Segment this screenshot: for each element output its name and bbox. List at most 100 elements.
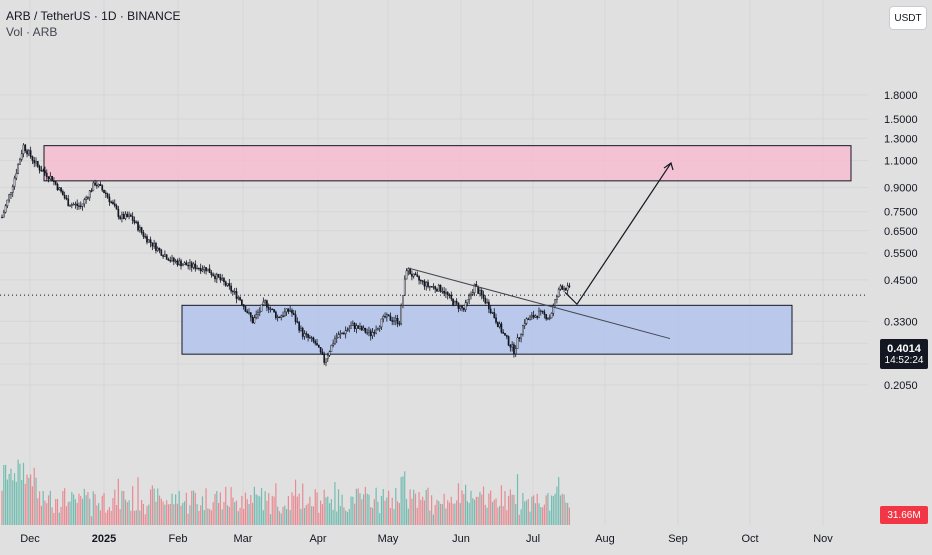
- volume-bar: [21, 479, 23, 525]
- volume-bar: [132, 486, 134, 525]
- volume-bar: [259, 496, 261, 525]
- candle-body: [273, 309, 275, 313]
- volume-bar: [395, 488, 397, 525]
- candle-body: [69, 205, 71, 207]
- volume-bar: [108, 507, 110, 525]
- volume-bar: [334, 482, 336, 525]
- volume-bar: [55, 499, 57, 525]
- candle-body: [113, 203, 116, 206]
- candle-body: [523, 323, 526, 326]
- candle-body: [47, 176, 50, 180]
- price-tick-label: 1.3000: [884, 133, 918, 145]
- volume-bar: [389, 507, 392, 525]
- candle-body: [543, 311, 546, 315]
- volume-bar: [287, 496, 289, 525]
- volume-bar: [481, 494, 483, 525]
- volume-bar: [482, 486, 485, 525]
- volume-bar: [250, 494, 252, 525]
- volume-bar: [529, 511, 531, 525]
- volume-bar: [78, 493, 80, 525]
- volume-bar: [327, 496, 329, 525]
- volume-bar: [92, 491, 94, 525]
- symbol-title[interactable]: ARB / TetherUS · 1D · BINANCE: [6, 9, 181, 23]
- candle-body: [445, 291, 447, 294]
- volume-bar: [169, 503, 171, 525]
- volume-bar: [384, 500, 386, 525]
- candle-body: [326, 355, 329, 360]
- volume-bar: [320, 500, 322, 525]
- candle-body: [160, 249, 163, 256]
- candle-body: [301, 327, 304, 337]
- candle-body: [398, 323, 401, 325]
- currency-badge[interactable]: USDT: [889, 6, 927, 30]
- candle-body: [180, 260, 182, 267]
- candle-body: [511, 344, 513, 348]
- volume-bar: [166, 500, 168, 525]
- candle-body: [6, 199, 9, 207]
- candle-body: [210, 272, 213, 275]
- volume-bar: [425, 489, 427, 525]
- volume-bar: [354, 503, 356, 525]
- candle-body: [283, 311, 286, 317]
- candle-body: [278, 316, 281, 319]
- volume-bar: [507, 495, 510, 525]
- volume-bar: [257, 495, 259, 525]
- volume-bar: [368, 494, 370, 525]
- candle-body: [402, 295, 404, 306]
- candle-body: [482, 294, 485, 299]
- volume-bar: [126, 502, 128, 525]
- volume-bar: [205, 488, 207, 525]
- candle-body: [275, 311, 277, 319]
- candle-body: [292, 312, 295, 315]
- volume-bar: [210, 510, 213, 525]
- time-tick-label: May: [378, 533, 399, 545]
- volume-bar: [311, 506, 313, 525]
- candle-body: [409, 268, 411, 275]
- volume-bar: [493, 499, 495, 525]
- volume-bar: [19, 463, 21, 525]
- volume-bar: [183, 501, 186, 525]
- candle-body: [201, 269, 204, 272]
- volume-bar: [504, 491, 506, 525]
- candle-body: [484, 297, 487, 304]
- candle-body: [104, 192, 107, 194]
- candle-body: [554, 299, 556, 307]
- candle-body: [300, 327, 302, 331]
- candle-body: [76, 203, 79, 207]
- time-tick-label: Sep: [668, 533, 688, 545]
- volume-bar: [332, 509, 334, 525]
- candle-body: [257, 312, 259, 315]
- candle-body: [289, 309, 292, 312]
- volume-bar: [534, 503, 537, 525]
- volume-bar: [237, 511, 239, 525]
- candle-body: [133, 220, 136, 223]
- candle-body: [323, 354, 326, 363]
- candle-body: [505, 335, 508, 337]
- candle-body: [99, 184, 102, 186]
- volume-bar: [216, 491, 218, 525]
- candle-body: [147, 239, 150, 243]
- candle-body: [568, 285, 571, 287]
- volume-bar: [443, 493, 445, 525]
- candle-body: [138, 227, 141, 231]
- volume-bar: [275, 483, 277, 525]
- candle-body: [462, 307, 465, 311]
- volume-bar: [266, 500, 268, 525]
- candle-body: [146, 236, 148, 243]
- volume-bar: [506, 510, 508, 525]
- candle-body: [534, 315, 537, 318]
- candle-body: [525, 318, 528, 324]
- volume-bar: [71, 491, 73, 525]
- candle-body: [190, 262, 193, 268]
- time-tick-label: Nov: [813, 533, 833, 545]
- volume-bar: [314, 489, 316, 525]
- candle-body: [556, 296, 558, 300]
- volume-bar: [114, 489, 116, 525]
- volume-bar: [171, 493, 173, 525]
- candle-body: [42, 170, 45, 172]
- volume-bar: [454, 503, 456, 525]
- candle-body: [187, 264, 190, 267]
- volume-bar: [472, 498, 474, 525]
